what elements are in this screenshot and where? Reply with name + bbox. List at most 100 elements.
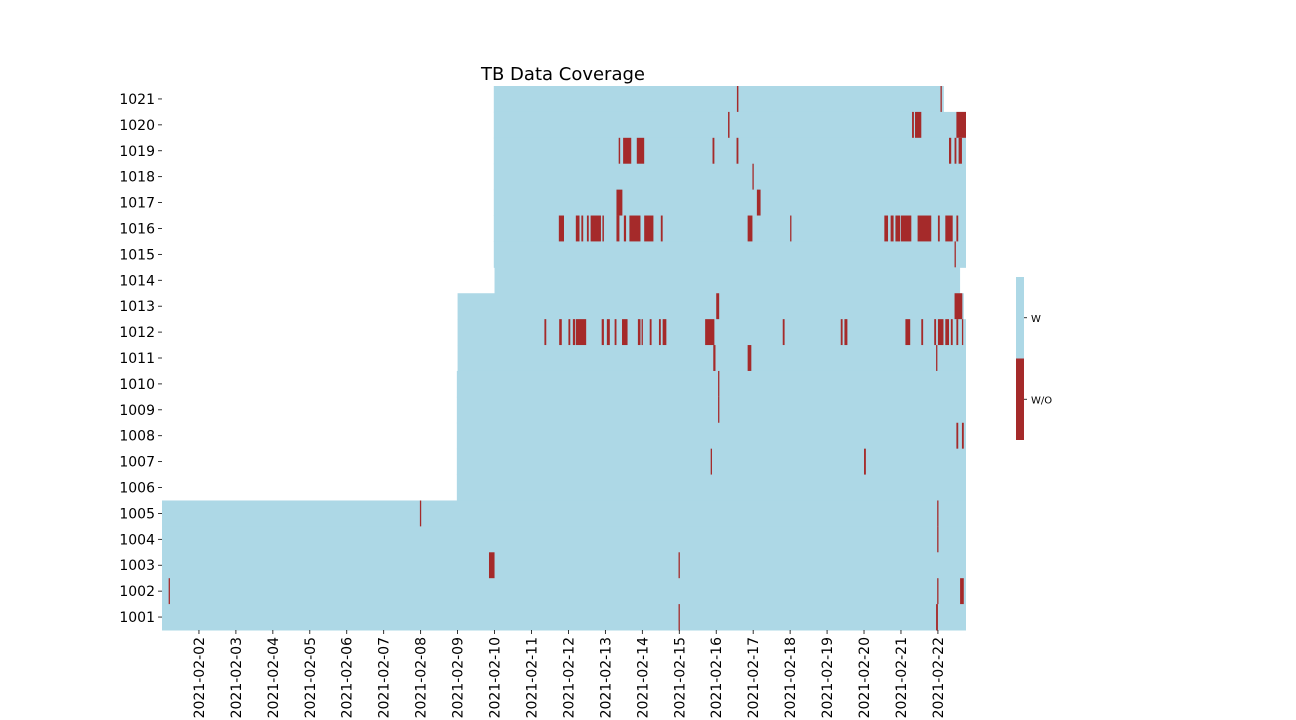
gap-mark-1012-11 bbox=[649, 319, 652, 346]
coverage-bar-1016 bbox=[493, 215, 966, 242]
x-tick-label: 2021-02-19 bbox=[820, 637, 836, 718]
x-tick-label: 2021-02-05 bbox=[303, 637, 319, 718]
gap-mark-1016-12 bbox=[790, 215, 792, 242]
y-tick-label: 1015 bbox=[119, 247, 155, 263]
gap-mark-1010-0 bbox=[718, 370, 720, 398]
gap-mark-1019-2 bbox=[636, 137, 645, 165]
gap-mark-1003-1 bbox=[678, 552, 680, 579]
y-axis: 1021 1020 1019 1018 1017 1016 1015 1014 1013 1012… bbox=[119, 92, 162, 626]
y-tick-label: 1007 bbox=[119, 455, 155, 471]
gap-mark-1012-20 bbox=[934, 319, 937, 346]
gap-mark-1016-1 bbox=[575, 215, 580, 242]
gap-mark-1016-18 bbox=[937, 215, 940, 242]
legend-swatch-1 bbox=[1016, 358, 1024, 440]
x-tick-label: 2021-02-21 bbox=[894, 637, 910, 718]
x-tick-label: 2021-02-10 bbox=[488, 637, 504, 718]
x-axis: 2021-02-02 2021-02-03 2021-02-04 2021-02-05… bbox=[192, 630, 947, 718]
gap-mark-1012-2 bbox=[568, 319, 571, 346]
y-tick-label: 1019 bbox=[119, 144, 155, 160]
gap-mark-1008-1 bbox=[961, 422, 964, 450]
y-tick-label: 1002 bbox=[119, 584, 155, 600]
y-tick-label: 1009 bbox=[119, 403, 155, 419]
x-tick-label: 2021-02-02 bbox=[192, 637, 208, 718]
gap-mark-1012-14 bbox=[705, 319, 715, 346]
gap-mark-1016-9 bbox=[644, 215, 654, 242]
gap-mark-1019-6 bbox=[954, 137, 957, 165]
gap-mark-1012-10 bbox=[641, 319, 643, 346]
y-tick-label: 1001 bbox=[119, 610, 155, 626]
x-tick-label: 2021-02-06 bbox=[340, 637, 356, 718]
gap-mark-1012-9 bbox=[637, 319, 641, 346]
coverage-bar-1010 bbox=[456, 370, 966, 398]
gap-mark-1005-1 bbox=[937, 500, 939, 527]
gap-mark-1016-7 bbox=[623, 215, 627, 242]
y-tick-label: 1008 bbox=[119, 429, 155, 445]
x-tick-label: 2021-02-14 bbox=[635, 637, 651, 718]
coverage-bar-1001 bbox=[162, 604, 966, 631]
gap-mark-1011-1 bbox=[747, 345, 752, 372]
heatmap-cells bbox=[162, 86, 966, 631]
y-tick-label: 1016 bbox=[119, 221, 155, 237]
gap-mark-1016-8 bbox=[629, 215, 641, 242]
coverage-bar-1004 bbox=[162, 526, 966, 553]
gap-mark-1016-0 bbox=[558, 215, 564, 242]
gap-mark-1012-25 bbox=[961, 319, 964, 346]
gap-mark-1020-1 bbox=[912, 111, 914, 139]
y-tick-label: 1010 bbox=[119, 377, 155, 393]
gap-mark-1019-7 bbox=[958, 137, 962, 165]
gap-mark-1017-1 bbox=[756, 189, 761, 217]
gap-mark-1007-0 bbox=[710, 448, 712, 476]
gap-mark-1001-0 bbox=[678, 604, 680, 631]
y-tick-label: 1012 bbox=[119, 325, 155, 341]
gap-mark-1012-19 bbox=[921, 319, 924, 346]
gap-mark-1012-12 bbox=[658, 319, 661, 346]
gap-mark-1011-0 bbox=[713, 345, 716, 372]
coverage-bar-1011 bbox=[457, 345, 966, 372]
coverage-bar-1008 bbox=[456, 422, 966, 450]
gap-mark-1007-1 bbox=[864, 448, 866, 476]
legend-label-0: W bbox=[1031, 314, 1041, 325]
chart-title: TB Data Coverage bbox=[480, 64, 645, 85]
x-tick-label: 2021-02-17 bbox=[746, 637, 762, 718]
coverage-bar-1018 bbox=[493, 163, 966, 191]
y-tick-label: 1004 bbox=[119, 532, 155, 548]
x-tick-label: 2021-02-18 bbox=[783, 637, 799, 718]
gap-mark-1019-5 bbox=[949, 137, 952, 165]
legend-label-1: W/O bbox=[1031, 395, 1052, 406]
gap-mark-1012-6 bbox=[606, 319, 610, 346]
gap-mark-1012-17 bbox=[844, 319, 848, 346]
gap-mark-1016-19 bbox=[945, 215, 953, 242]
coverage-bar-1019 bbox=[493, 137, 966, 165]
x-tick-label: 2021-02-16 bbox=[709, 637, 725, 718]
coverage-bar-1014 bbox=[494, 267, 961, 294]
gap-mark-1016-3 bbox=[586, 215, 589, 242]
coverage-bar-1003 bbox=[162, 552, 966, 579]
x-tick-label: 2021-02-12 bbox=[561, 637, 577, 718]
gap-mark-1002-1 bbox=[937, 578, 939, 605]
gap-mark-1016-20 bbox=[956, 215, 959, 242]
gap-mark-1012-24 bbox=[956, 319, 959, 346]
gap-mark-1016-16 bbox=[900, 215, 912, 242]
x-tick-label: 2021-02-20 bbox=[857, 637, 873, 718]
y-tick-label: 1003 bbox=[119, 558, 155, 574]
gap-mark-1016-15 bbox=[895, 215, 901, 242]
y-tick-label: 1020 bbox=[119, 118, 155, 134]
gap-mark-1012-15 bbox=[782, 319, 785, 346]
coverage-bar-1020 bbox=[493, 111, 966, 139]
gap-mark-1005-0 bbox=[419, 500, 422, 527]
x-tick-label: 2021-02-13 bbox=[598, 637, 614, 718]
coverage-bar-1006 bbox=[456, 474, 966, 501]
legend-swatch-0 bbox=[1016, 277, 1024, 359]
gap-mark-1012-7 bbox=[614, 319, 617, 346]
gap-mark-1016-2 bbox=[581, 215, 584, 242]
coverage-bar-1015 bbox=[493, 241, 966, 268]
gap-mark-1017-0 bbox=[616, 189, 623, 217]
x-tick-label: 2021-02-22 bbox=[931, 637, 947, 718]
gap-mark-1012-16 bbox=[840, 319, 843, 346]
gap-mark-1012-4 bbox=[575, 319, 587, 346]
legend: W W/O bbox=[1016, 277, 1052, 440]
gap-mark-1004-0 bbox=[937, 526, 939, 553]
y-tick-label: 1005 bbox=[119, 506, 155, 522]
gap-mark-1012-5 bbox=[601, 319, 604, 346]
gap-mark-1016-6 bbox=[616, 215, 620, 242]
